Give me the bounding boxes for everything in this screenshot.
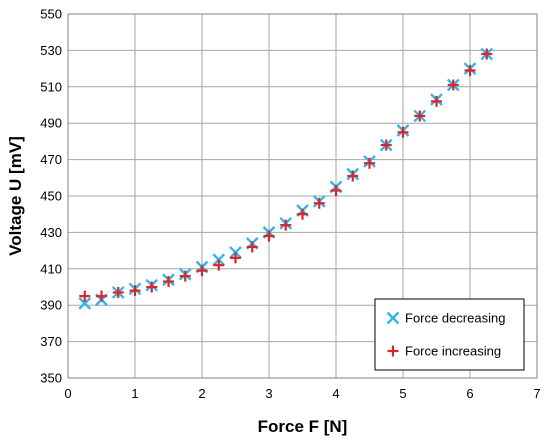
x-tick-label: 3 <box>265 386 272 401</box>
data-point <box>79 290 91 302</box>
plot-area-frame <box>67 13 538 379</box>
y-tick-label: 450 <box>40 189 62 204</box>
legend-box <box>374 298 525 371</box>
legend-label-force-decreasing: Force decreasing <box>405 311 505 326</box>
data-point <box>414 110 426 122</box>
legend-label-force-increasing: Force increasing <box>405 344 501 359</box>
y-tick-label: 350 <box>40 371 62 386</box>
data-point <box>431 95 442 107</box>
data-point <box>280 219 292 231</box>
x-tick-labels: 0 1 2 3 4 5 6 7 <box>64 386 540 401</box>
data-point <box>397 126 409 138</box>
data-point <box>347 170 359 182</box>
x-tick-label: 1 <box>131 386 138 401</box>
data-point <box>230 252 241 264</box>
data-point <box>96 290 107 302</box>
data-point <box>297 208 308 220</box>
data-point <box>380 139 392 151</box>
data-point <box>129 285 141 297</box>
y-tick-label: 470 <box>40 152 62 167</box>
data-point <box>196 265 208 277</box>
data-point <box>78 297 92 310</box>
data-point <box>163 276 174 288</box>
x-tick-label: 7 <box>533 386 540 401</box>
marker-stroke <box>78 297 92 310</box>
x-tick-label: 5 <box>399 386 406 401</box>
series-force-increasing <box>79 48 493 302</box>
y-tick-labels: 350 370 390 410 430 450 470 490 510 530 550 <box>40 7 62 386</box>
legend-marker-force-decreasing <box>386 311 400 325</box>
x-axis-title: Force F [N] <box>258 417 348 436</box>
legend-marker <box>387 345 399 357</box>
series-force-decreasing <box>78 47 494 310</box>
data-point <box>447 79 459 91</box>
legend: Force decreasing Force increasing <box>374 298 525 371</box>
legend-marker-force-increasing <box>387 345 399 357</box>
marker-stroke <box>386 311 400 325</box>
y-tick-label: 550 <box>40 7 62 22</box>
y-axis-title: Voltage U [mV] <box>6 136 25 256</box>
data-point <box>313 197 325 209</box>
y-tick-label: 530 <box>40 43 62 58</box>
y-tick-label: 490 <box>40 116 62 131</box>
data-point <box>213 259 225 271</box>
data-point <box>330 185 342 197</box>
data-point <box>263 230 275 242</box>
data-point <box>481 48 493 60</box>
data-point <box>179 270 191 282</box>
y-tick-label: 390 <box>40 298 62 313</box>
data-point <box>112 286 124 298</box>
y-tick-label: 430 <box>40 225 62 240</box>
y-tick-label: 510 <box>40 79 62 94</box>
data-point <box>146 281 158 293</box>
legend-marker <box>386 311 400 325</box>
x-tick-label: 2 <box>198 386 205 401</box>
x-tick-label: 0 <box>64 386 71 401</box>
x-tick-label: 4 <box>332 386 339 401</box>
y-tick-label: 370 <box>40 334 62 349</box>
data-point <box>246 241 258 253</box>
series-layer <box>78 47 494 310</box>
data-point <box>464 64 476 76</box>
grid-lines <box>67 13 538 379</box>
x-tick-label: 6 <box>466 386 473 401</box>
y-tick-label: 410 <box>40 261 62 276</box>
data-point <box>364 157 375 169</box>
